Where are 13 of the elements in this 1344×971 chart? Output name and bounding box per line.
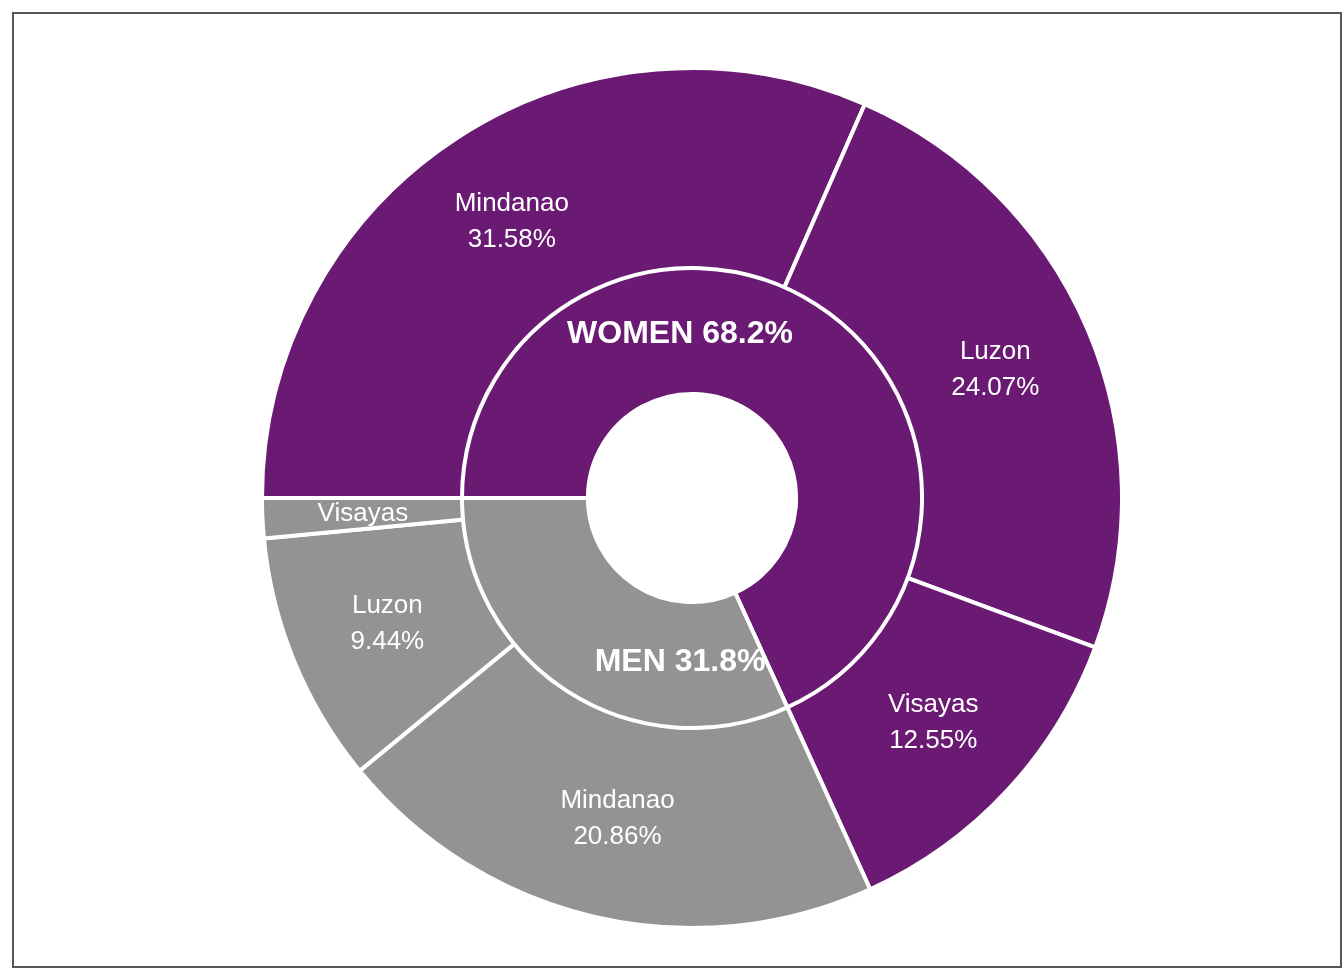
data-label: 24.07%	[951, 370, 1040, 401]
data-label: 20.86%	[573, 820, 662, 851]
data-label: 31.58%	[467, 223, 556, 254]
slice-label: Mindanao	[454, 187, 569, 218]
data-label: 9.44%	[350, 624, 425, 655]
slice-label: Luzon	[959, 334, 1031, 365]
slice-label: Visayas	[887, 687, 979, 718]
slice-label: Mindanao	[560, 784, 675, 815]
slice-label: Visayas	[317, 496, 409, 527]
slice-label: WOMEN 68.2%	[567, 314, 793, 351]
slice-label: MEN 31.8%	[594, 641, 766, 678]
slice-label: Luzon	[351, 588, 423, 619]
data-label: 12.55%	[889, 723, 978, 754]
